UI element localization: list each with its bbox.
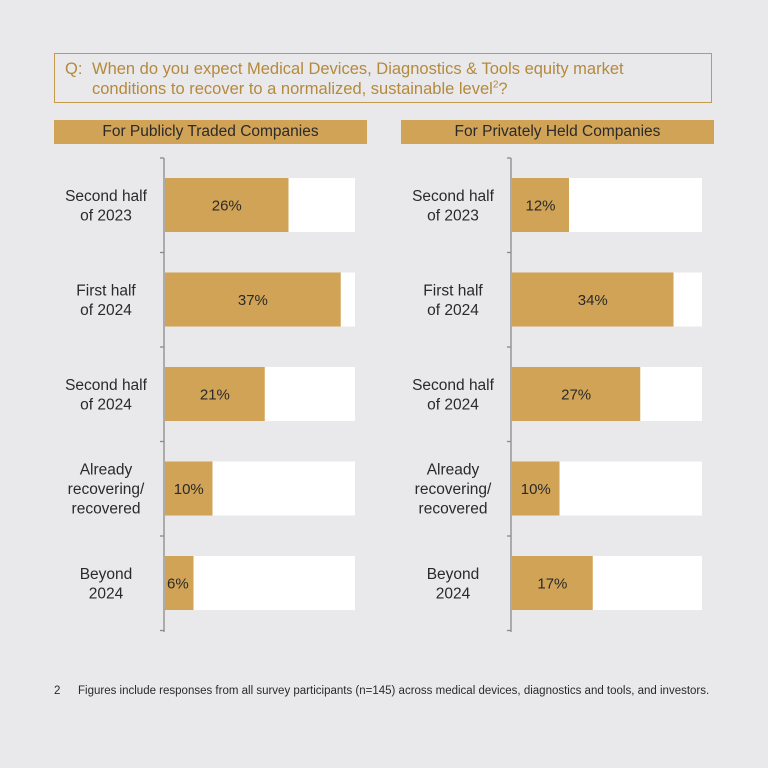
bar-public-4 — [165, 556, 194, 610]
bar-private-1 — [512, 272, 674, 327]
panel-title-public: For Publicly Traded Companies — [54, 120, 367, 144]
data-label-private-0: 12% — [525, 198, 555, 215]
bar-public-3 — [165, 461, 213, 516]
data-label-private-2: 27% — [561, 387, 591, 404]
category-label-private-1: of 2024 — [427, 302, 479, 319]
category-label-public-0: Second half — [65, 188, 148, 205]
category-label-private-3: recovering/ — [415, 481, 492, 498]
category-label-private-4: 2024 — [436, 585, 471, 602]
category-label-private-2: of 2024 — [427, 396, 479, 413]
category-label-public-2: Second half — [65, 377, 148, 394]
category-label-private-0: of 2023 — [427, 207, 479, 224]
bar-private-2 — [512, 367, 641, 421]
category-label-private-4: Beyond — [427, 566, 480, 583]
data-label-public-0: 26% — [212, 198, 242, 215]
bar-public-1 — [165, 272, 341, 327]
bar-private-3 — [512, 461, 560, 516]
category-label-public-1: First half — [76, 282, 136, 299]
category-label-public-2: of 2024 — [80, 396, 132, 413]
category-label-private-0: Second half — [412, 188, 495, 205]
data-label-public-4: 6% — [167, 576, 189, 593]
data-label-private-4: 17% — [537, 576, 567, 593]
category-label-public-4: Beyond — [80, 566, 133, 583]
category-label-private-1: First half — [423, 282, 483, 299]
question-box: Q: When do you expect Medical Devices, D… — [54, 53, 712, 103]
bar-track-public — [165, 556, 355, 610]
bar-public-0 — [165, 178, 289, 232]
bar-private-0 — [512, 178, 569, 232]
category-label-public-3: Already — [80, 462, 133, 479]
category-label-public-3: recovered — [72, 501, 141, 518]
category-label-private-3: Already — [427, 462, 480, 479]
data-label-public-2: 21% — [200, 387, 230, 404]
data-label-private-1: 34% — [578, 292, 608, 309]
question-prefix: Q: — [65, 60, 83, 78]
data-label-private-3: 10% — [521, 481, 551, 498]
panel-title-private: For Privately Held Companies — [401, 120, 714, 144]
question-text: When do you expect Medical Devices, Diag… — [92, 60, 624, 98]
footnote: 2 Figures include responses from all sur… — [54, 684, 714, 699]
category-label-public-1: of 2024 — [80, 302, 132, 319]
data-label-public-1: 37% — [238, 292, 268, 309]
question-text-block: When do you expect Medical Devices, Diag… — [92, 59, 701, 99]
bar-private-4 — [512, 556, 593, 610]
category-label-public-4: 2024 — [89, 585, 124, 602]
question-suffix: ? — [498, 80, 508, 98]
category-label-private-3: recovered — [419, 501, 488, 518]
bar-public-2 — [165, 367, 265, 421]
footnote-text: Figures include responses from all surve… — [78, 685, 710, 697]
category-label-public-3: recovering/ — [68, 481, 145, 498]
category-label-private-2: Second half — [412, 377, 495, 394]
footnote-number: 2 — [54, 685, 61, 697]
data-label-public-3: 10% — [174, 481, 204, 498]
category-label-public-0: of 2023 — [80, 207, 132, 224]
question-superscript: 2 — [492, 79, 499, 91]
